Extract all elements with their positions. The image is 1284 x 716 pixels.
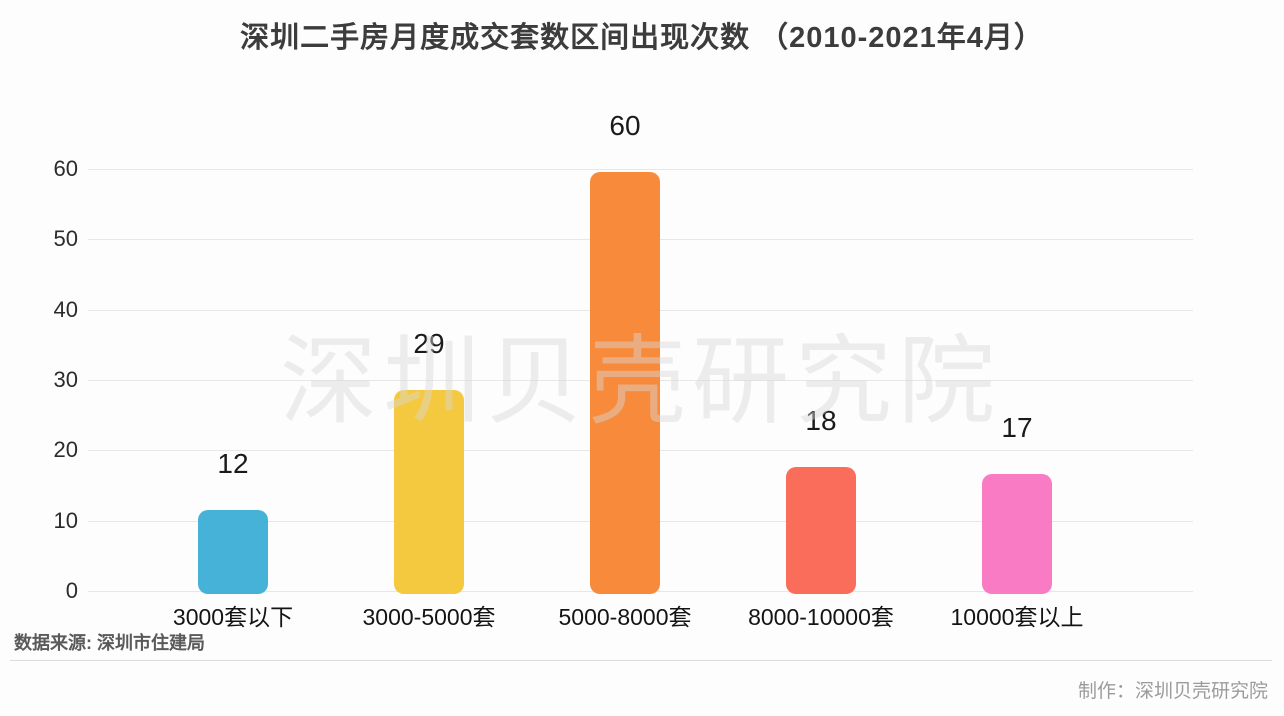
footer-divider bbox=[10, 660, 1272, 661]
bars-container: 12 29 60 18 17 bbox=[135, 112, 1115, 594]
y-axis-tick-label: 30 bbox=[53, 367, 78, 392]
bar bbox=[198, 509, 268, 594]
bar-slot: 29 bbox=[331, 170, 527, 594]
gridline: 60 bbox=[54, 156, 1193, 181]
credit-note: 制作：深圳贝壳研究院 bbox=[1077, 681, 1268, 702]
y-axis-tick-label: 40 bbox=[53, 296, 78, 322]
category-label: 5000-8000套 bbox=[558, 604, 692, 630]
bar-slot: 12 bbox=[135, 170, 331, 594]
bar bbox=[982, 474, 1052, 594]
bar-value-label: 29 bbox=[413, 328, 445, 360]
x-axis-labels: 3000套以下 3000-5000套 5000-8000套 8000-10000… bbox=[135, 598, 1115, 632]
chart-title: 深圳二手房月度成交套数区间出现次数 （2010-2021年4月） bbox=[240, 22, 1044, 54]
y-axis-tick-label: 60 bbox=[53, 156, 78, 181]
bar-value-label: 12 bbox=[217, 447, 249, 479]
category-label: 8000-10000套 bbox=[748, 604, 894, 630]
y-axis-tick-label: 20 bbox=[53, 437, 78, 463]
bar-value-label: 60 bbox=[609, 110, 641, 141]
bar-slot: 17 bbox=[919, 170, 1115, 594]
y-axis-tick-label: 50 bbox=[53, 226, 78, 252]
category-label: 10000套以上 bbox=[950, 604, 1084, 630]
bar-value-label: 18 bbox=[805, 405, 837, 437]
bar-slot: 18 bbox=[723, 170, 919, 594]
data-source-note: 数据来源: 深圳市住建局 bbox=[14, 633, 205, 653]
bar bbox=[590, 172, 660, 594]
category-label: 3000-5000套 bbox=[362, 604, 496, 630]
bar-value-label: 17 bbox=[1001, 412, 1033, 444]
y-axis-tick-label: 10 bbox=[53, 507, 78, 533]
bar-slot: 60 bbox=[527, 112, 723, 594]
category-label: 3000套以下 bbox=[172, 604, 294, 630]
y-axis-tick-label: 0 bbox=[65, 578, 78, 603]
bar bbox=[786, 467, 856, 594]
bar bbox=[394, 390, 464, 594]
